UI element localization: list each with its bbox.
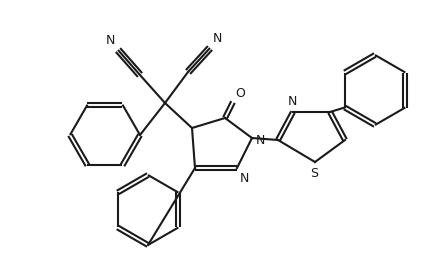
Text: N: N — [213, 32, 222, 45]
Text: N: N — [239, 172, 249, 185]
Text: N: N — [105, 34, 115, 47]
Text: O: O — [234, 87, 244, 100]
Text: N: N — [256, 133, 265, 146]
Text: S: S — [309, 167, 317, 180]
Text: N: N — [287, 95, 296, 108]
